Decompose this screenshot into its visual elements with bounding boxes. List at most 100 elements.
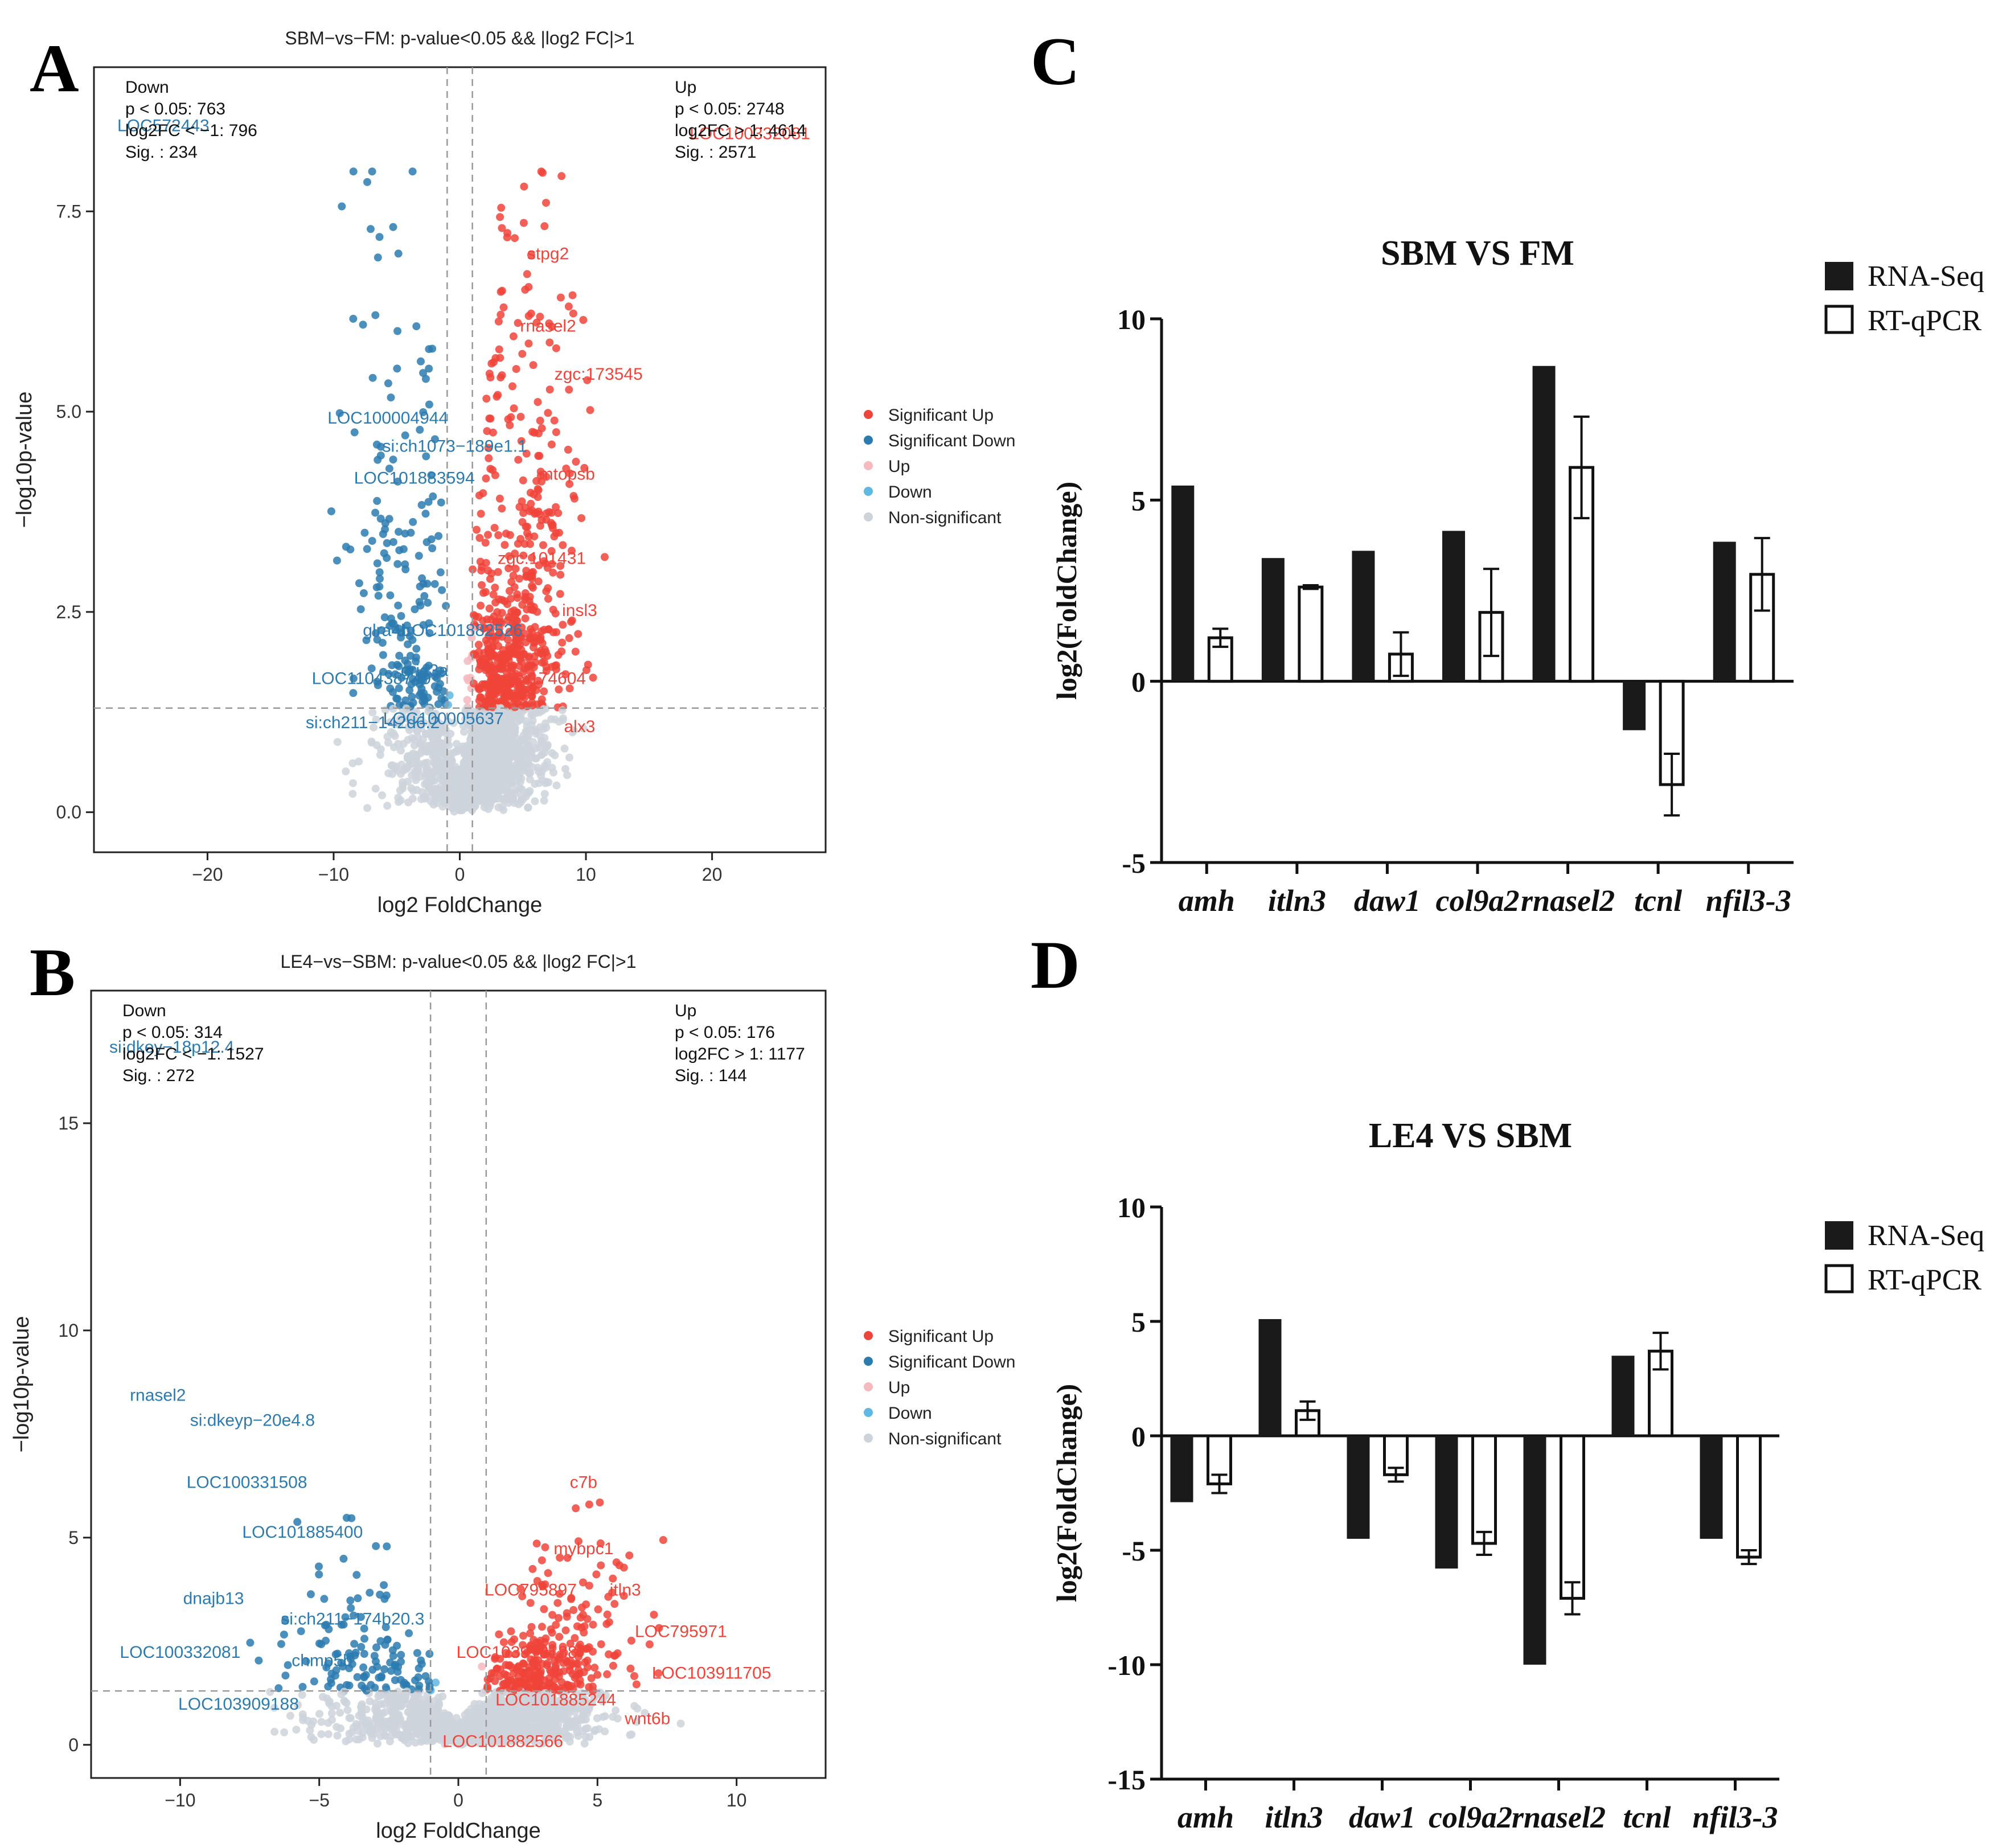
gene-label-up: LOC103911705 — [652, 1664, 772, 1682]
data-point — [514, 1672, 523, 1681]
data-point — [417, 1656, 425, 1665]
gene-label-up: zgc:174604 — [498, 670, 586, 688]
data-point — [563, 1609, 571, 1617]
data-point — [582, 1600, 590, 1609]
category-label: rnasel2 — [1512, 1800, 1606, 1834]
legend-label: Non-significant — [888, 1430, 1002, 1448]
data-point — [434, 1705, 442, 1713]
data-point — [477, 601, 485, 610]
legend-swatch-rt-qpcr — [1824, 1264, 1854, 1293]
data-point — [396, 1675, 405, 1684]
data-point — [399, 778, 407, 786]
gene-label-down: chmp5b — [292, 1651, 352, 1670]
data-point — [393, 1713, 401, 1721]
data-point — [508, 721, 516, 729]
data-point — [366, 1697, 374, 1706]
data-point — [540, 222, 549, 231]
data-point — [359, 589, 368, 597]
data-point — [584, 1663, 592, 1672]
data-point — [437, 498, 445, 507]
data-point — [310, 1677, 318, 1686]
data-point — [509, 332, 518, 340]
data-point — [556, 562, 565, 570]
data-point — [427, 471, 436, 479]
legend-swatch-rna-seq — [1825, 1221, 1853, 1250]
data-point — [482, 636, 490, 644]
data-point — [518, 497, 526, 506]
data-point — [482, 588, 490, 596]
data-point — [565, 385, 573, 394]
data-point — [527, 669, 535, 677]
data-point — [415, 552, 423, 560]
stats-down-line: Sig. : 234 — [125, 143, 198, 162]
data-point — [500, 794, 509, 803]
data-point — [349, 689, 358, 697]
data-point — [409, 749, 417, 758]
data-point — [590, 1664, 599, 1672]
data-point — [466, 1722, 474, 1730]
data-point — [507, 413, 515, 421]
data-point — [423, 758, 432, 767]
data-point — [497, 203, 506, 212]
data-point — [527, 726, 535, 735]
data-point — [563, 1731, 571, 1739]
data-point — [430, 580, 439, 588]
data-point — [548, 763, 556, 772]
data-point — [371, 785, 380, 793]
data-point — [425, 1685, 434, 1693]
data-point — [395, 651, 404, 660]
data-point — [432, 1716, 440, 1724]
data-point — [333, 1702, 341, 1710]
data-point — [490, 358, 498, 367]
category-label: daw1 — [1349, 1800, 1415, 1834]
stats-up-title: Up — [675, 1001, 696, 1020]
data-point — [343, 1706, 352, 1714]
x-tick-label: 5 — [592, 1790, 602, 1810]
data-point — [416, 601, 425, 610]
data-point — [442, 1711, 451, 1720]
data-point — [392, 1703, 400, 1711]
gene-label-down: LOC101882526 — [402, 621, 523, 640]
data-point — [534, 507, 543, 516]
data-point — [536, 521, 544, 530]
data-point — [391, 670, 400, 679]
data-point — [373, 496, 381, 505]
data-point — [627, 1636, 635, 1645]
data-point — [514, 319, 522, 327]
gene-label-down: si:dkeyp−20e4.8 — [190, 1411, 315, 1430]
data-point — [348, 1728, 356, 1736]
data-point — [505, 552, 513, 560]
gene-label-down: LOC101883594 — [354, 469, 475, 488]
data-point — [385, 622, 394, 630]
data-point — [306, 1726, 314, 1735]
data-point — [534, 485, 542, 493]
data-point — [521, 614, 530, 623]
data-point — [362, 1717, 370, 1726]
data-point — [507, 578, 516, 586]
data-point — [547, 715, 556, 724]
legend-label: Down — [888, 1404, 932, 1423]
data-point — [531, 797, 539, 806]
gene-label-up: mtopsb — [539, 465, 595, 484]
data-point — [387, 393, 395, 402]
data-point — [556, 570, 565, 579]
data-point — [590, 1727, 598, 1735]
data-point — [358, 1707, 366, 1715]
legend-marker — [864, 487, 873, 496]
data-point — [583, 376, 592, 384]
data-point — [573, 1622, 581, 1631]
data-point — [589, 1620, 597, 1629]
data-point — [460, 763, 469, 771]
gene-label-up: mybpc1 — [553, 1539, 613, 1558]
x-axis-label: log2 FoldChange — [376, 1819, 540, 1843]
data-point — [363, 545, 371, 553]
data-point — [374, 592, 383, 600]
data-point — [565, 684, 574, 693]
data-point — [360, 1650, 368, 1658]
data-point — [395, 684, 403, 692]
data-point — [577, 514, 586, 523]
stats-up-line: log2FC > 1: 1177 — [675, 1045, 805, 1063]
data-point — [512, 695, 520, 703]
data-point — [630, 1672, 638, 1680]
data-point — [541, 744, 549, 753]
